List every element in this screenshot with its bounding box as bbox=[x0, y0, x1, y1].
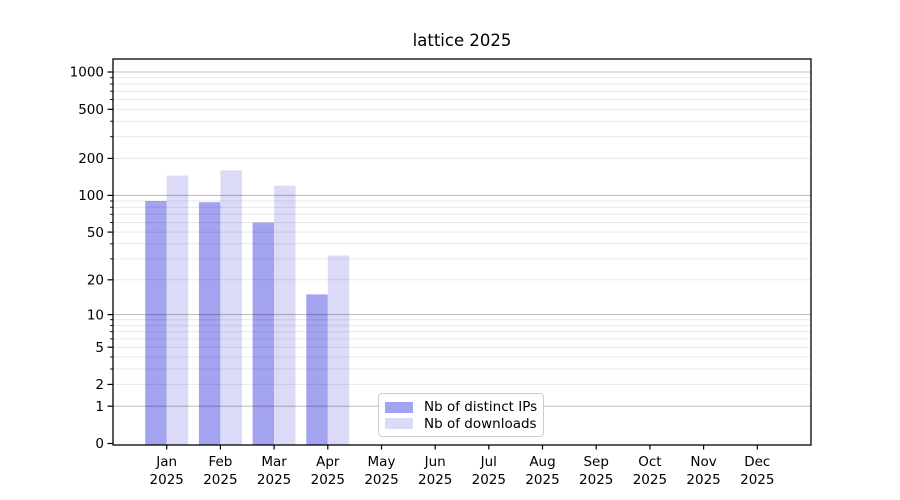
bar-ips-jan bbox=[145, 201, 167, 445]
bar-downloads-feb bbox=[220, 170, 242, 446]
legend-swatch-distinct-ips bbox=[385, 401, 413, 413]
x-tick-label-year: 2025 bbox=[364, 472, 398, 488]
y-tick-label: 200 bbox=[78, 151, 104, 167]
x-tick-label-year: 2025 bbox=[311, 472, 345, 488]
x-tick-label-year: 2025 bbox=[203, 472, 237, 488]
legend: Nb of distinct IPs Nb of downloads bbox=[378, 393, 544, 437]
y-tick-label: 1000 bbox=[70, 65, 104, 81]
plot-border bbox=[112, 58, 812, 446]
y-tick-label: 20 bbox=[87, 273, 104, 289]
bar-downloads-apr bbox=[327, 255, 350, 445]
x-tick-label-month: Dec bbox=[744, 454, 770, 470]
x-tick-label-year: 2025 bbox=[418, 472, 452, 488]
y-tick-label: 10 bbox=[87, 307, 104, 323]
y-tick-label: 1 bbox=[95, 399, 104, 415]
x-tick-label-year: 2025 bbox=[525, 472, 559, 488]
x-tick-label-month: Nov bbox=[690, 454, 716, 470]
x-tick-label-month: Apr bbox=[316, 454, 340, 470]
y-tick-label: 2 bbox=[95, 377, 104, 393]
chart-title: lattice 2025 bbox=[412, 31, 512, 50]
x-tick-label-year: 2025 bbox=[150, 472, 184, 488]
bar-downloads-jan bbox=[166, 175, 189, 445]
x-tick-label-month: Jun bbox=[424, 454, 446, 470]
legend-label-distinct-ips: Nb of distinct IPs bbox=[424, 399, 538, 416]
x-tick-label-month: Jul bbox=[480, 454, 497, 470]
legend-label-downloads: Nb of downloads bbox=[424, 415, 537, 432]
x-tick-label-year: 2025 bbox=[633, 472, 667, 488]
x-tick-label-month: Oct bbox=[638, 454, 661, 470]
x-tick-label-year: 2025 bbox=[686, 472, 720, 488]
x-tick-label-month: Aug bbox=[529, 454, 555, 470]
y-tick-label: 0 bbox=[95, 436, 104, 452]
x-tick-label-month: Jan bbox=[155, 454, 177, 470]
y-tick-label: 500 bbox=[78, 102, 104, 118]
x-tick-label-year: 2025 bbox=[257, 472, 291, 488]
x-tick-label-month: May bbox=[368, 454, 396, 470]
y-tick-label: 5 bbox=[95, 340, 104, 356]
legend-swatch-downloads bbox=[385, 418, 413, 430]
legend-row-downloads: Nb of downloads bbox=[385, 415, 537, 433]
x-tick-label-month: Feb bbox=[208, 454, 232, 470]
x-tick-label-year: 2025 bbox=[472, 472, 506, 488]
x-tick-label-year: 2025 bbox=[579, 472, 613, 488]
y-tick-label: 50 bbox=[87, 225, 104, 241]
x-tick-label-month: Sep bbox=[583, 454, 608, 470]
bar-ips-apr bbox=[306, 294, 328, 445]
legend-row-distinct-ips: Nb of distinct IPs bbox=[385, 399, 538, 416]
bar-downloads-mar bbox=[274, 185, 296, 445]
x-tick-label-year: 2025 bbox=[740, 472, 774, 488]
bar-ips-mar bbox=[252, 222, 275, 445]
y-tick-label: 100 bbox=[78, 188, 104, 204]
bar-ips-feb bbox=[198, 202, 221, 445]
x-tick-label-month: Mar bbox=[261, 454, 287, 470]
